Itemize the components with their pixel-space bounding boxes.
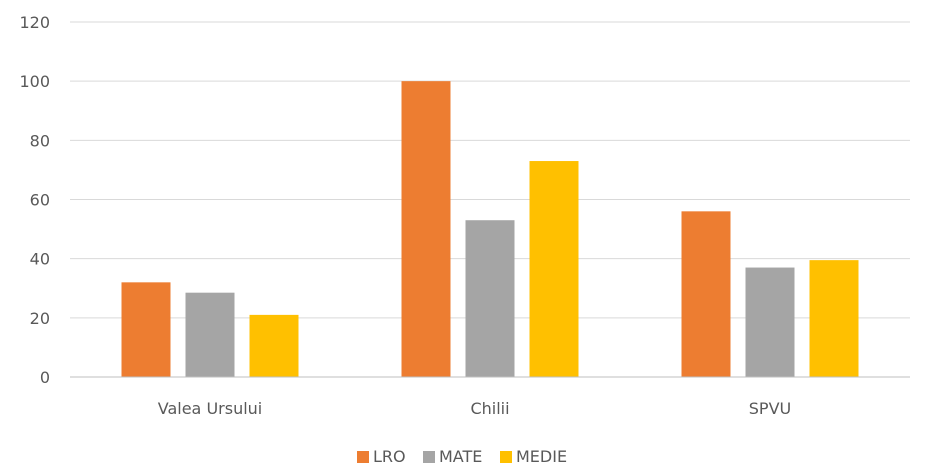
legend-swatch-mate <box>423 451 435 463</box>
bar-mate-1 <box>465 220 515 377</box>
bar-medie-1 <box>529 161 579 377</box>
legend-label-mate: MATE <box>439 447 482 466</box>
y-tick-label: 100 <box>19 72 50 91</box>
y-axis-ticks: 0 20 40 60 80 100 120 <box>19 13 50 387</box>
bar-lro-0 <box>121 282 171 377</box>
bar-mate-2 <box>745 267 795 377</box>
legend: LRO MATE MEDIE <box>357 447 567 466</box>
y-tick-label: 40 <box>30 250 50 269</box>
y-tick-label: 80 <box>30 131 50 150</box>
y-tick-label: 120 <box>19 13 50 32</box>
legend-swatch-medie <box>500 451 512 463</box>
x-category-label: Chilii <box>470 399 509 418</box>
y-tick-label: 20 <box>30 309 50 328</box>
legend-label-medie: MEDIE <box>516 447 567 466</box>
legend-label-lro: LRO <box>373 447 406 466</box>
bar-lro-2 <box>681 211 731 377</box>
x-category-label: SPVU <box>749 399 791 418</box>
x-axis-labels: Valea Ursului Chilii SPVU <box>158 399 791 418</box>
bar-medie-2 <box>809 260 859 377</box>
bars <box>121 81 859 378</box>
bar-medie-0 <box>249 314 299 377</box>
legend-swatch-lro <box>357 451 369 463</box>
y-tick-label: 0 <box>40 368 50 387</box>
bar-lro-1 <box>401 81 451 378</box>
x-category-label: Valea Ursului <box>158 399 262 418</box>
y-tick-label: 60 <box>30 191 50 210</box>
bar-mate-0 <box>185 292 235 377</box>
